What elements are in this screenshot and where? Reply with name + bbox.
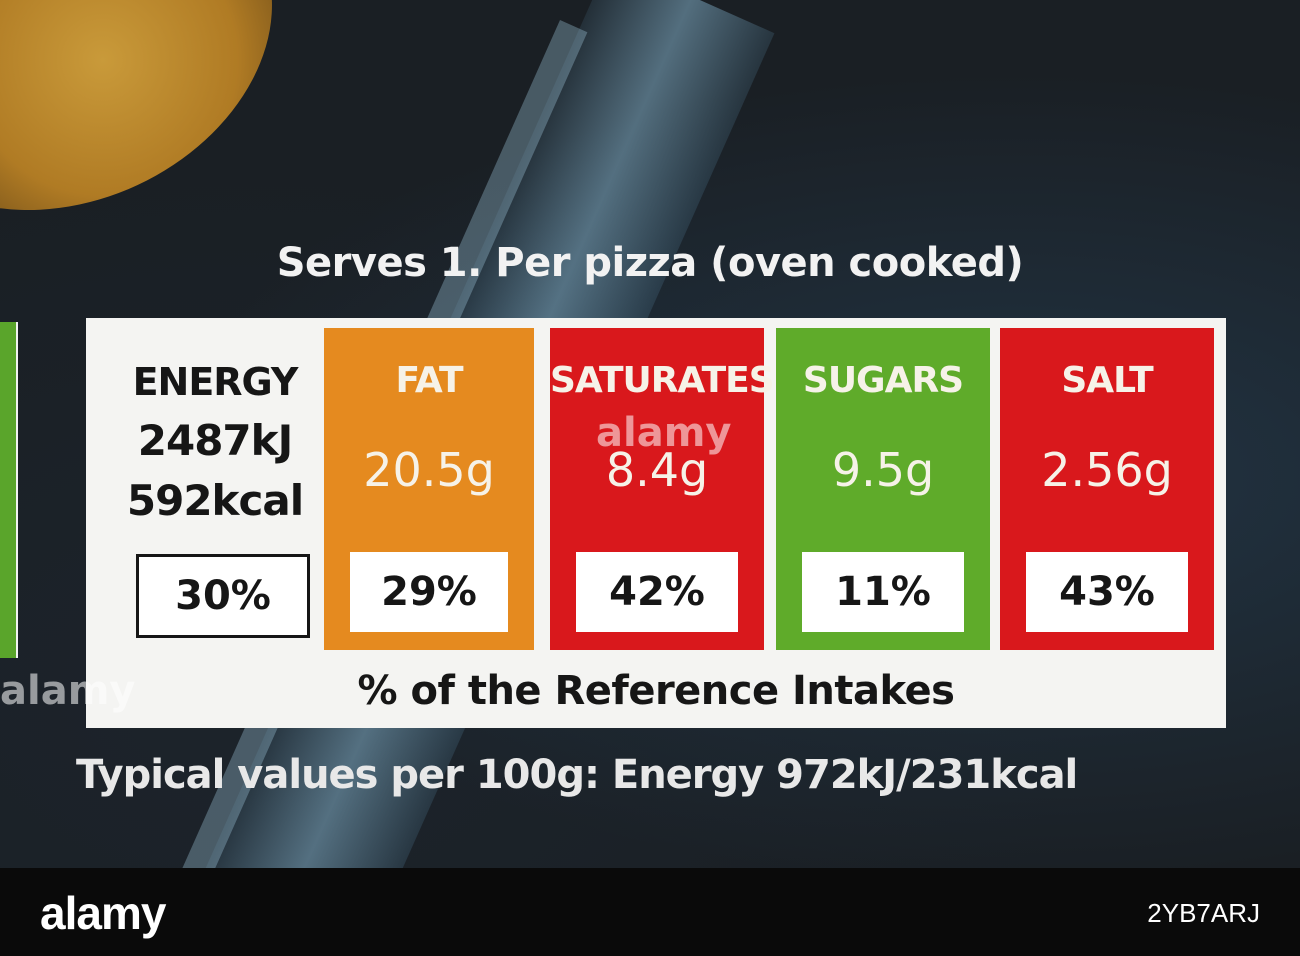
salt-tile: SALT 2.56g 43%	[1000, 328, 1214, 650]
energy-percent: 30%	[136, 554, 310, 638]
saturates-value: 8.4g	[605, 443, 709, 497]
saturates-tile: SATURATES 8.4g 42%	[550, 328, 775, 650]
adjacent-label-edge	[0, 322, 16, 658]
stock-footer: alamy 2YB7ARJ	[0, 868, 1300, 956]
product-photo: Serves 1. Per pizza (oven cooked) ENERGY…	[0, 0, 1300, 868]
energy-label: ENERGY	[132, 360, 299, 404]
image-id: 2YB7ARJ	[1147, 898, 1260, 928]
reference-intakes-text: % of the Reference Intakes	[357, 668, 955, 714]
fat-label: FAT	[395, 360, 463, 401]
sugars-value: 9.5g	[831, 443, 935, 497]
fat-value: 20.5g	[363, 443, 495, 497]
energy-tile: ENERGY 2487kJ 592kcal 30%	[104, 328, 326, 650]
nutrition-label: ENERGY 2487kJ 592kcal 30% FAT 20.5g 29% …	[86, 318, 1226, 728]
fat-tile: FAT 20.5g 29%	[324, 328, 534, 650]
energy-kj: 2487kJ	[137, 416, 293, 465]
sugars-tile: SUGARS 9.5g 11%	[776, 328, 990, 650]
brand-logo[interactable]: alamy	[40, 887, 166, 939]
sugars-percent: 11%	[802, 552, 964, 632]
saturates-label: SATURATES	[550, 360, 775, 401]
fat-percent: 29%	[350, 552, 508, 632]
serving-heading: Serves 1. Per pizza (oven cooked)	[276, 240, 1024, 286]
watermark-center: alamy	[596, 410, 732, 456]
pizza-image	[0, 0, 328, 274]
sugars-label: SUGARS	[802, 360, 964, 401]
watermark-left: alamy	[0, 668, 136, 714]
energy-kcal: 592kcal	[126, 476, 304, 525]
salt-value: 2.56g	[1041, 443, 1173, 497]
saturates-percent: 42%	[576, 552, 738, 632]
salt-percent: 43%	[1026, 552, 1188, 632]
salt-label: SALT	[1061, 360, 1153, 401]
typical-values-text: Typical values per 100g: Energy 972kJ/23…	[76, 752, 1078, 798]
